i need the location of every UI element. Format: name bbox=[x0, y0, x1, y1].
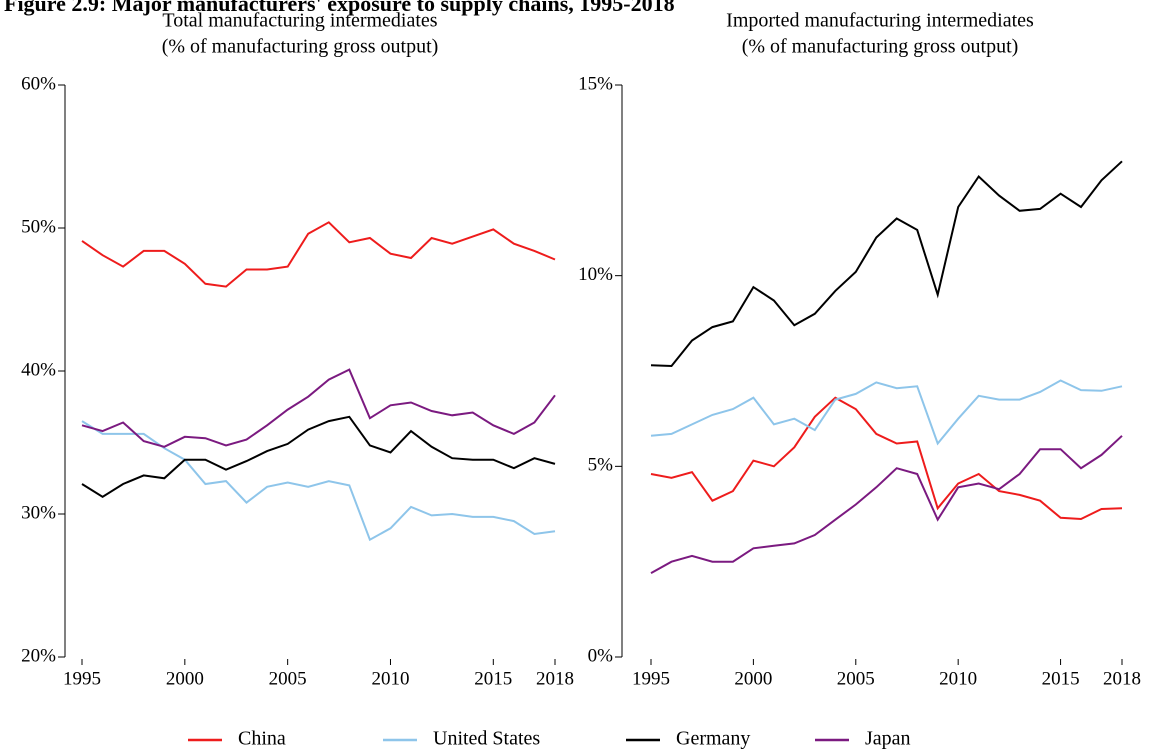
legend-label: Japan bbox=[865, 728, 911, 750]
y-tick-label: 15% bbox=[578, 73, 613, 94]
x-tick-label: 2018 bbox=[1103, 668, 1141, 689]
figure-title: Figure 2.9: Major manufacturers' exposur… bbox=[4, 0, 675, 16]
legend-label: Germany bbox=[676, 728, 750, 750]
panel-subtitle: (% of manufacturing gross output) bbox=[162, 36, 439, 58]
x-tick-label: 2010 bbox=[371, 668, 409, 689]
x-tick-label: 2018 bbox=[536, 668, 574, 689]
x-tick-label: 2000 bbox=[166, 668, 204, 689]
y-tick-label: 5% bbox=[588, 455, 614, 476]
y-tick-label: 20% bbox=[21, 645, 56, 666]
y-tick-label: 10% bbox=[578, 264, 613, 285]
y-tick-label: 0% bbox=[588, 645, 614, 666]
x-tick-label: 2010 bbox=[939, 668, 977, 689]
legend-label: China bbox=[238, 728, 286, 750]
series-line bbox=[81, 368, 556, 448]
legend-label: United States bbox=[433, 728, 540, 750]
x-tick-label: 2005 bbox=[269, 668, 307, 689]
series-line bbox=[650, 396, 1123, 521]
y-tick-label: 30% bbox=[21, 502, 56, 523]
series-line bbox=[81, 420, 556, 542]
x-tick-label: 1995 bbox=[63, 668, 101, 689]
x-tick-label: 2015 bbox=[1042, 668, 1080, 689]
panel-subtitle: (% of manufacturing gross output) bbox=[742, 36, 1019, 58]
y-tick-label: 40% bbox=[21, 359, 56, 380]
x-tick-label: 2005 bbox=[837, 668, 875, 689]
series-line bbox=[650, 160, 1123, 368]
series-line bbox=[81, 415, 556, 498]
x-tick-label: 2015 bbox=[474, 668, 512, 689]
y-tick-label: 50% bbox=[21, 216, 56, 237]
panel-title: Total manufacturing intermediates bbox=[162, 10, 437, 32]
y-tick-label: 60% bbox=[21, 73, 56, 94]
series-line bbox=[650, 435, 1123, 574]
series-line bbox=[650, 379, 1123, 446]
x-tick-label: 2000 bbox=[734, 668, 772, 689]
series-line bbox=[81, 221, 556, 288]
x-tick-label: 1995 bbox=[632, 668, 670, 689]
panel-title: Imported manufacturing intermediates bbox=[726, 10, 1034, 32]
